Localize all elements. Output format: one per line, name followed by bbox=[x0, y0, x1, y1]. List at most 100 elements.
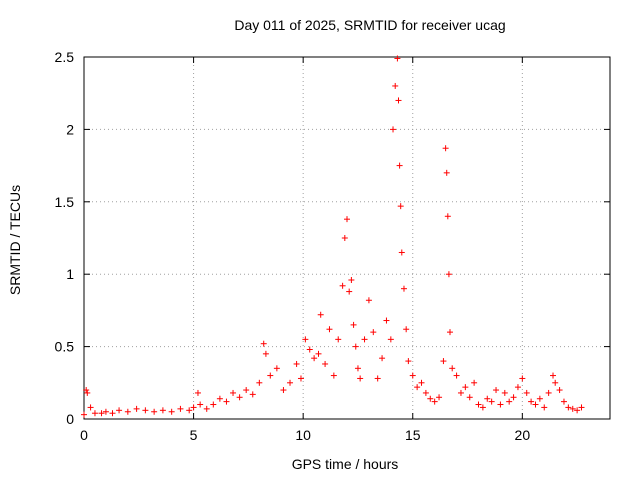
data-point bbox=[396, 162, 403, 169]
data-point bbox=[168, 408, 175, 415]
data-point bbox=[479, 404, 486, 411]
data-point bbox=[436, 394, 443, 401]
y-tick-label: 0.5 bbox=[55, 339, 75, 355]
plot-frame bbox=[83, 56, 611, 420]
data-point bbox=[387, 336, 394, 343]
data-point bbox=[475, 401, 482, 408]
data-point bbox=[398, 249, 405, 256]
data-point bbox=[256, 379, 263, 386]
data-point bbox=[532, 401, 539, 408]
data-point bbox=[523, 389, 530, 396]
data-point bbox=[466, 394, 473, 401]
data-point bbox=[230, 389, 237, 396]
data-point bbox=[133, 405, 140, 412]
data-point bbox=[317, 311, 324, 318]
data-point bbox=[390, 126, 397, 133]
data-point bbox=[574, 407, 581, 414]
data-point bbox=[453, 372, 460, 379]
data-point bbox=[560, 398, 567, 405]
data-point bbox=[91, 410, 98, 417]
data-point bbox=[273, 365, 280, 372]
data-point bbox=[267, 372, 274, 379]
data-point bbox=[354, 365, 361, 372]
data-point bbox=[210, 401, 217, 408]
data-point bbox=[186, 407, 193, 414]
data-point bbox=[550, 372, 557, 379]
data-point bbox=[322, 360, 329, 367]
data-point bbox=[243, 387, 250, 394]
data-point bbox=[194, 389, 201, 396]
data-point bbox=[501, 389, 508, 396]
data-point bbox=[151, 408, 158, 415]
data-point bbox=[297, 375, 304, 382]
x-tick-label: 5 bbox=[190, 427, 198, 443]
data-point bbox=[311, 355, 318, 362]
data-point bbox=[98, 410, 105, 417]
data-point bbox=[400, 285, 407, 292]
data-point bbox=[418, 379, 425, 386]
axis-ticks: 0 5 10 15 20 0 0.5 1 1.5 2 2.5 bbox=[55, 49, 610, 443]
data-point bbox=[471, 379, 478, 386]
data-point bbox=[370, 329, 377, 336]
data-point bbox=[357, 375, 364, 382]
data-point bbox=[536, 395, 543, 402]
data-point bbox=[427, 395, 434, 402]
data-point bbox=[84, 389, 91, 396]
data-point bbox=[541, 404, 548, 411]
data-point bbox=[287, 379, 294, 386]
y-tick-label: 0 bbox=[66, 411, 74, 427]
data-point bbox=[379, 355, 386, 362]
data-point bbox=[510, 394, 517, 401]
data-point bbox=[346, 288, 353, 295]
data-point bbox=[87, 404, 94, 411]
data-point bbox=[223, 398, 230, 405]
data-point bbox=[514, 384, 521, 391]
data-point bbox=[365, 297, 372, 304]
data-point bbox=[519, 375, 526, 382]
data-point bbox=[142, 407, 149, 414]
data-point bbox=[565, 404, 572, 411]
data-point bbox=[488, 398, 495, 405]
data-point bbox=[462, 384, 469, 391]
data-point bbox=[335, 336, 342, 343]
data-point bbox=[556, 387, 563, 394]
data-point bbox=[422, 389, 429, 396]
data-point bbox=[348, 276, 355, 283]
y-tick-label: 2 bbox=[66, 121, 74, 137]
data-point bbox=[306, 346, 313, 353]
data-point bbox=[397, 203, 404, 210]
data-point bbox=[403, 326, 410, 333]
data-point bbox=[528, 398, 535, 405]
data-point bbox=[440, 358, 447, 365]
data-point bbox=[409, 372, 416, 379]
data-point bbox=[395, 97, 402, 104]
data-point bbox=[497, 401, 504, 408]
data-point bbox=[249, 391, 256, 398]
data-point bbox=[326, 326, 333, 333]
data-point bbox=[197, 401, 204, 408]
x-tick-label: 15 bbox=[405, 427, 421, 443]
data-markers bbox=[81, 55, 585, 418]
data-point bbox=[159, 407, 166, 414]
x-tick-label: 10 bbox=[295, 427, 311, 443]
data-point bbox=[447, 329, 454, 336]
data-point bbox=[442, 145, 449, 152]
data-point bbox=[109, 410, 116, 417]
data-point bbox=[457, 389, 464, 396]
data-point bbox=[449, 365, 456, 372]
data-point bbox=[431, 398, 438, 405]
data-point bbox=[383, 317, 390, 324]
data-point bbox=[374, 375, 381, 382]
data-point bbox=[361, 336, 368, 343]
data-point bbox=[102, 408, 109, 415]
data-point bbox=[280, 387, 287, 394]
data-point bbox=[344, 216, 350, 223]
data-point bbox=[330, 372, 337, 379]
data-point bbox=[445, 271, 452, 278]
data-point bbox=[545, 389, 552, 396]
data-point bbox=[262, 350, 269, 357]
y-tick-label: 1.5 bbox=[55, 194, 75, 210]
data-point bbox=[81, 411, 87, 418]
data-point bbox=[578, 404, 585, 411]
